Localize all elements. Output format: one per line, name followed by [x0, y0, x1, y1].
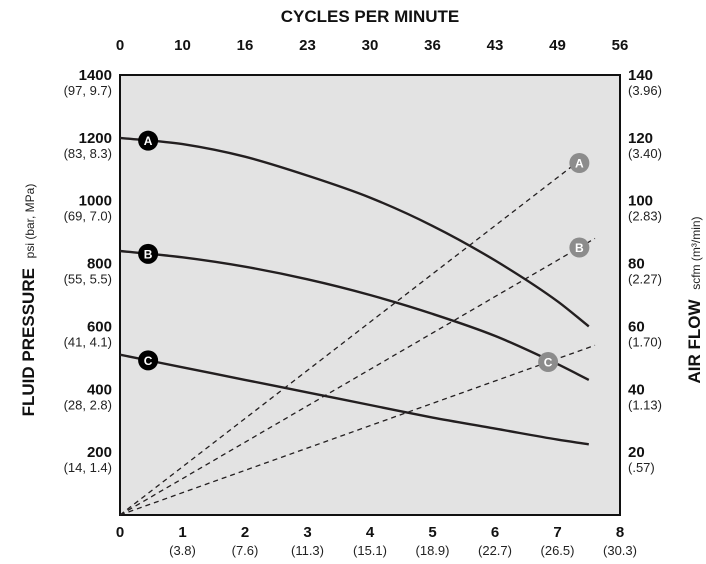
- bottom-tick-label: 1: [178, 524, 186, 541]
- airflow-series-a-marker: [569, 153, 590, 173]
- bottom-tick-label: 3: [303, 524, 311, 541]
- airflow-series-c-label: C: [544, 356, 553, 370]
- top-tick-label: 0: [116, 37, 124, 54]
- left-tick-sublabel: (55, 5.5): [64, 272, 112, 287]
- right-tick-sublabel: (2.27): [628, 272, 662, 287]
- bottom-tick-sublabel: (22.7): [478, 543, 512, 558]
- right-tick-sublabel: (3.96): [628, 83, 662, 98]
- bottom-tick-sublabel: (30.3): [603, 543, 637, 558]
- bottom-tick-label: 7: [553, 524, 561, 541]
- top-tick-label: 49: [549, 37, 566, 54]
- bottom-tick-sublabel: (3.8): [169, 543, 196, 558]
- left-axis-title-main: FLUID PRESSURE: [19, 268, 38, 416]
- left-tick-sublabel: (28, 2.8): [64, 397, 112, 412]
- airflow-series-b-marker: [569, 237, 590, 258]
- airflow-lines: [119, 162, 596, 516]
- pressure-curve-b: [119, 249, 590, 381]
- right-tick-label: 80: [628, 256, 645, 273]
- airflow-line-b: [119, 237, 596, 516]
- bottom-tick-label: 4: [366, 524, 375, 541]
- airflow-series-b-label: B: [575, 241, 584, 255]
- right-tick-sublabel: (1.70): [628, 334, 662, 349]
- right-tick-label: 40: [628, 381, 645, 398]
- top-tick-label: 56: [612, 37, 629, 54]
- top-tick-label: 16: [237, 37, 254, 54]
- bottom-axis-ticks: 0 1 (3.8) 2 (7.6) 3 (11.3) 4 (15.1) 5 (18.9) 6 (22.7…: [116, 524, 637, 558]
- bottom-tick-sublabel: (26.5): [541, 543, 575, 558]
- bottom-tick-label: 0: [116, 524, 124, 541]
- left-tick-label: 1200: [79, 130, 112, 147]
- left-tick-label: 800: [87, 256, 112, 273]
- bottom-tick-label: 6: [491, 524, 499, 541]
- right-axis-title-main: AIR FLOW: [685, 299, 704, 384]
- right-axis-ticks: 140(3.96)120(3.40)100(2.83)80(2.27)60(1.…: [628, 67, 662, 475]
- left-tick-sublabel: (14, 1.4): [64, 460, 112, 475]
- pressure-series-c-label: C: [144, 354, 153, 368]
- left-tick-sublabel: (69, 7.0): [64, 209, 112, 224]
- right-tick-sublabel: (3.40): [628, 146, 662, 161]
- series-markers: A B C A B C: [138, 130, 590, 373]
- right-tick-sublabel: (.57): [628, 460, 655, 475]
- bottom-tick-label: 8: [616, 524, 624, 541]
- bottom-tick-sublabel: (11.3): [291, 543, 324, 558]
- pressure-series-a-marker: [138, 130, 159, 151]
- top-tick-label: 23: [299, 37, 316, 54]
- left-tick-label: 200: [87, 444, 112, 461]
- pressure-curves: [119, 136, 590, 446]
- right-tick-sublabel: (1.13): [628, 397, 662, 412]
- left-tick-label: 1000: [79, 193, 112, 210]
- left-tick-sublabel: (83, 8.3): [64, 146, 112, 161]
- bottom-tick-sublabel: (7.6): [232, 543, 259, 558]
- right-tick-sublabel: (2.83): [628, 209, 662, 224]
- left-axis-title: FLUID PRESSURE psi (bar, MPa): [19, 184, 38, 417]
- left-tick-label: 1400: [79, 67, 112, 84]
- top-tick-label: 43: [487, 37, 504, 54]
- left-axis-title-unit: psi (bar, MPa): [23, 184, 37, 259]
- left-tick-sublabel: (97, 9.7): [64, 83, 112, 98]
- right-axis-title-unit: scfm (m³/min): [689, 216, 703, 289]
- top-tick-label: 36: [424, 37, 441, 54]
- top-tick-label: 30: [362, 37, 379, 54]
- left-tick-label: 600: [87, 318, 112, 335]
- top-tick-label: 10: [174, 37, 191, 54]
- bottom-tick-label: 5: [428, 524, 436, 541]
- right-axis-title: AIR FLOW scfm (m³/min): [685, 216, 704, 383]
- right-tick-label: 60: [628, 318, 645, 335]
- pressure-series-b-label: B: [144, 247, 153, 261]
- bottom-tick-sublabel: (15.1): [353, 543, 387, 558]
- left-tick-label: 400: [87, 381, 112, 398]
- airflow-line-c: [119, 344, 596, 516]
- pressure-curve-a: [119, 136, 590, 328]
- airflow-series-a-label: A: [575, 157, 584, 171]
- pressure-series-b-marker: [138, 243, 159, 264]
- bottom-tick-sublabel: (18.9): [416, 543, 450, 558]
- top-axis-title: CYCLES PER MINUTE: [281, 7, 460, 26]
- airflow-line-a: [119, 162, 577, 516]
- pressure-series-c-marker: [138, 350, 159, 371]
- top-axis-ticks: 0 10 16 23 30 36 43 49 56: [116, 37, 629, 54]
- pressure-series-a-label: A: [144, 134, 153, 148]
- right-tick-label: 100: [628, 193, 653, 210]
- right-tick-label: 120: [628, 130, 653, 147]
- airflow-series-c-marker: [538, 352, 559, 373]
- right-tick-label: 140: [628, 67, 653, 84]
- left-tick-sublabel: (41, 4.1): [64, 334, 112, 349]
- right-tick-label: 20: [628, 444, 645, 461]
- pressure-curve-c: [119, 353, 589, 446]
- left-axis-ticks: 1400(97, 9.7) 1200(83, 8.3) 1000(69, 7.0) 8…: [64, 67, 112, 475]
- bottom-tick-label: 2: [241, 524, 249, 541]
